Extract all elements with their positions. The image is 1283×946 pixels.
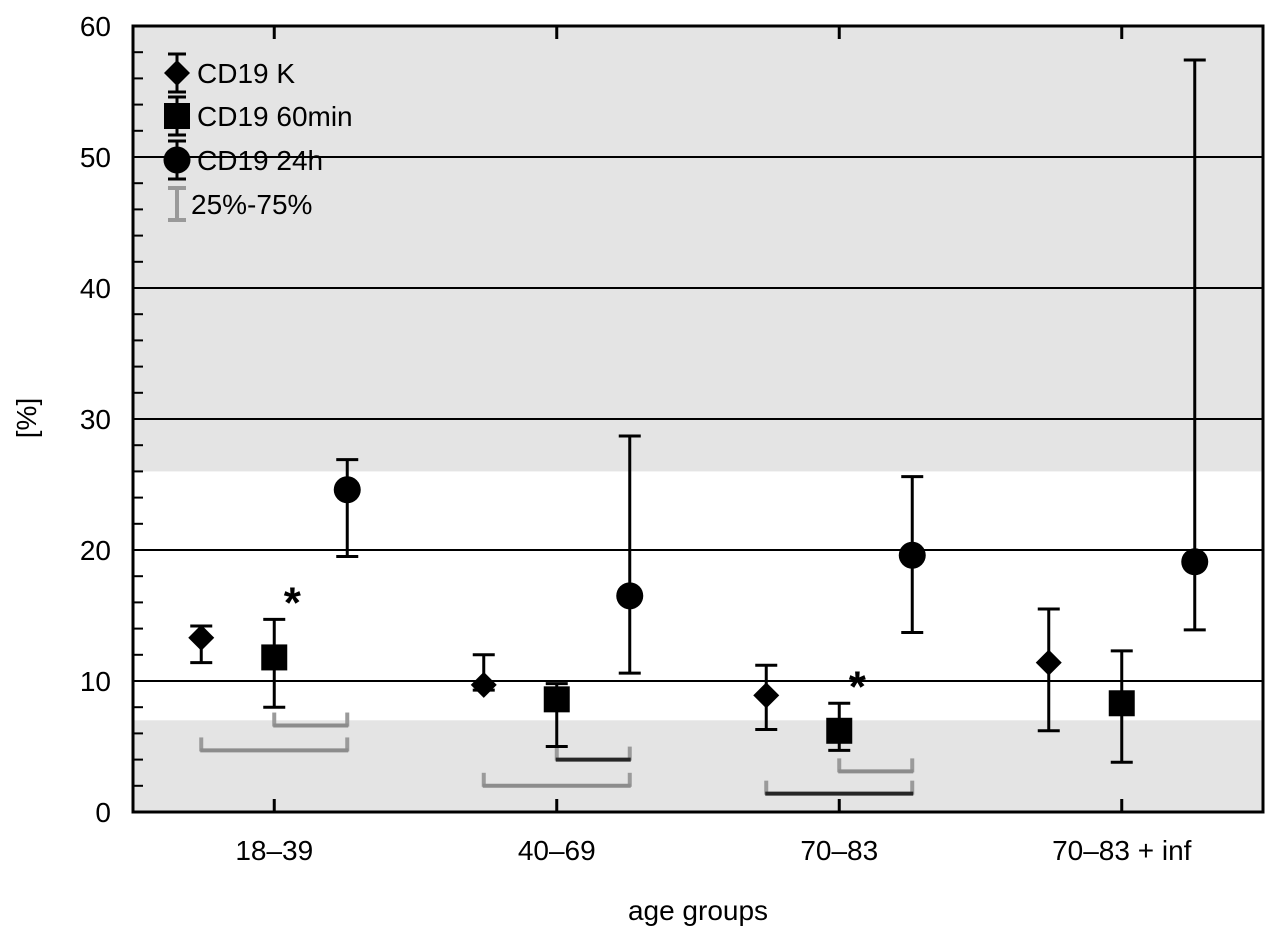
data-point-marker-square [261, 644, 288, 671]
reference-band [133, 720, 1263, 812]
y-tick-label: 10 [80, 666, 111, 697]
x-tick-label: 70–83 + inf [1052, 835, 1192, 866]
data-point-marker-circle [1181, 548, 1209, 576]
x-axis-title: age groups [628, 895, 768, 926]
data-point-marker-square [164, 103, 190, 129]
legend-iqr-label: 25%-75% [191, 189, 312, 220]
legend-item-label: CD19 60min [197, 101, 353, 132]
y-tick-label: 50 [80, 142, 111, 173]
data-point-marker-square [826, 717, 853, 744]
series-square [261, 617, 1135, 764]
asterisk-annotation: * [284, 579, 302, 628]
y-tick-label: 20 [80, 535, 111, 566]
legend [163, 52, 191, 222]
data-point-marker-circle [163, 146, 191, 174]
y-tick-label: 60 [80, 11, 111, 42]
data-point-marker-diamond [1035, 649, 1062, 676]
y-tick-label: 30 [80, 404, 111, 435]
data-point-marker-circle [333, 476, 361, 504]
data-point-marker-diamond [470, 671, 497, 698]
data-point-marker-circle [898, 541, 926, 569]
legend-item-label: CD19 24h [197, 145, 323, 176]
series-diamond [188, 607, 1062, 733]
asterisk-annotation: * [849, 663, 867, 712]
data-point-marker-diamond [164, 60, 190, 86]
data-point-marker-diamond [753, 682, 780, 709]
x-tick-label: 18–39 [235, 835, 313, 866]
reference-band [133, 26, 1263, 472]
plot-border [131, 24, 1265, 814]
y-tick-label: 0 [95, 797, 111, 828]
data-point-marker-diamond [188, 624, 215, 651]
data-point-marker-square [543, 686, 570, 713]
data-point-marker-square [1108, 690, 1135, 717]
x-tick-label: 40–69 [518, 835, 596, 866]
y-tick-label: 40 [80, 273, 111, 304]
data-point-marker-circle [616, 582, 644, 610]
legend-item-label: CD19 K [197, 58, 295, 89]
x-tick-label: 70–83 [800, 835, 878, 866]
series-circle [333, 58, 1209, 675]
y-axis-title: [%] [11, 398, 42, 438]
